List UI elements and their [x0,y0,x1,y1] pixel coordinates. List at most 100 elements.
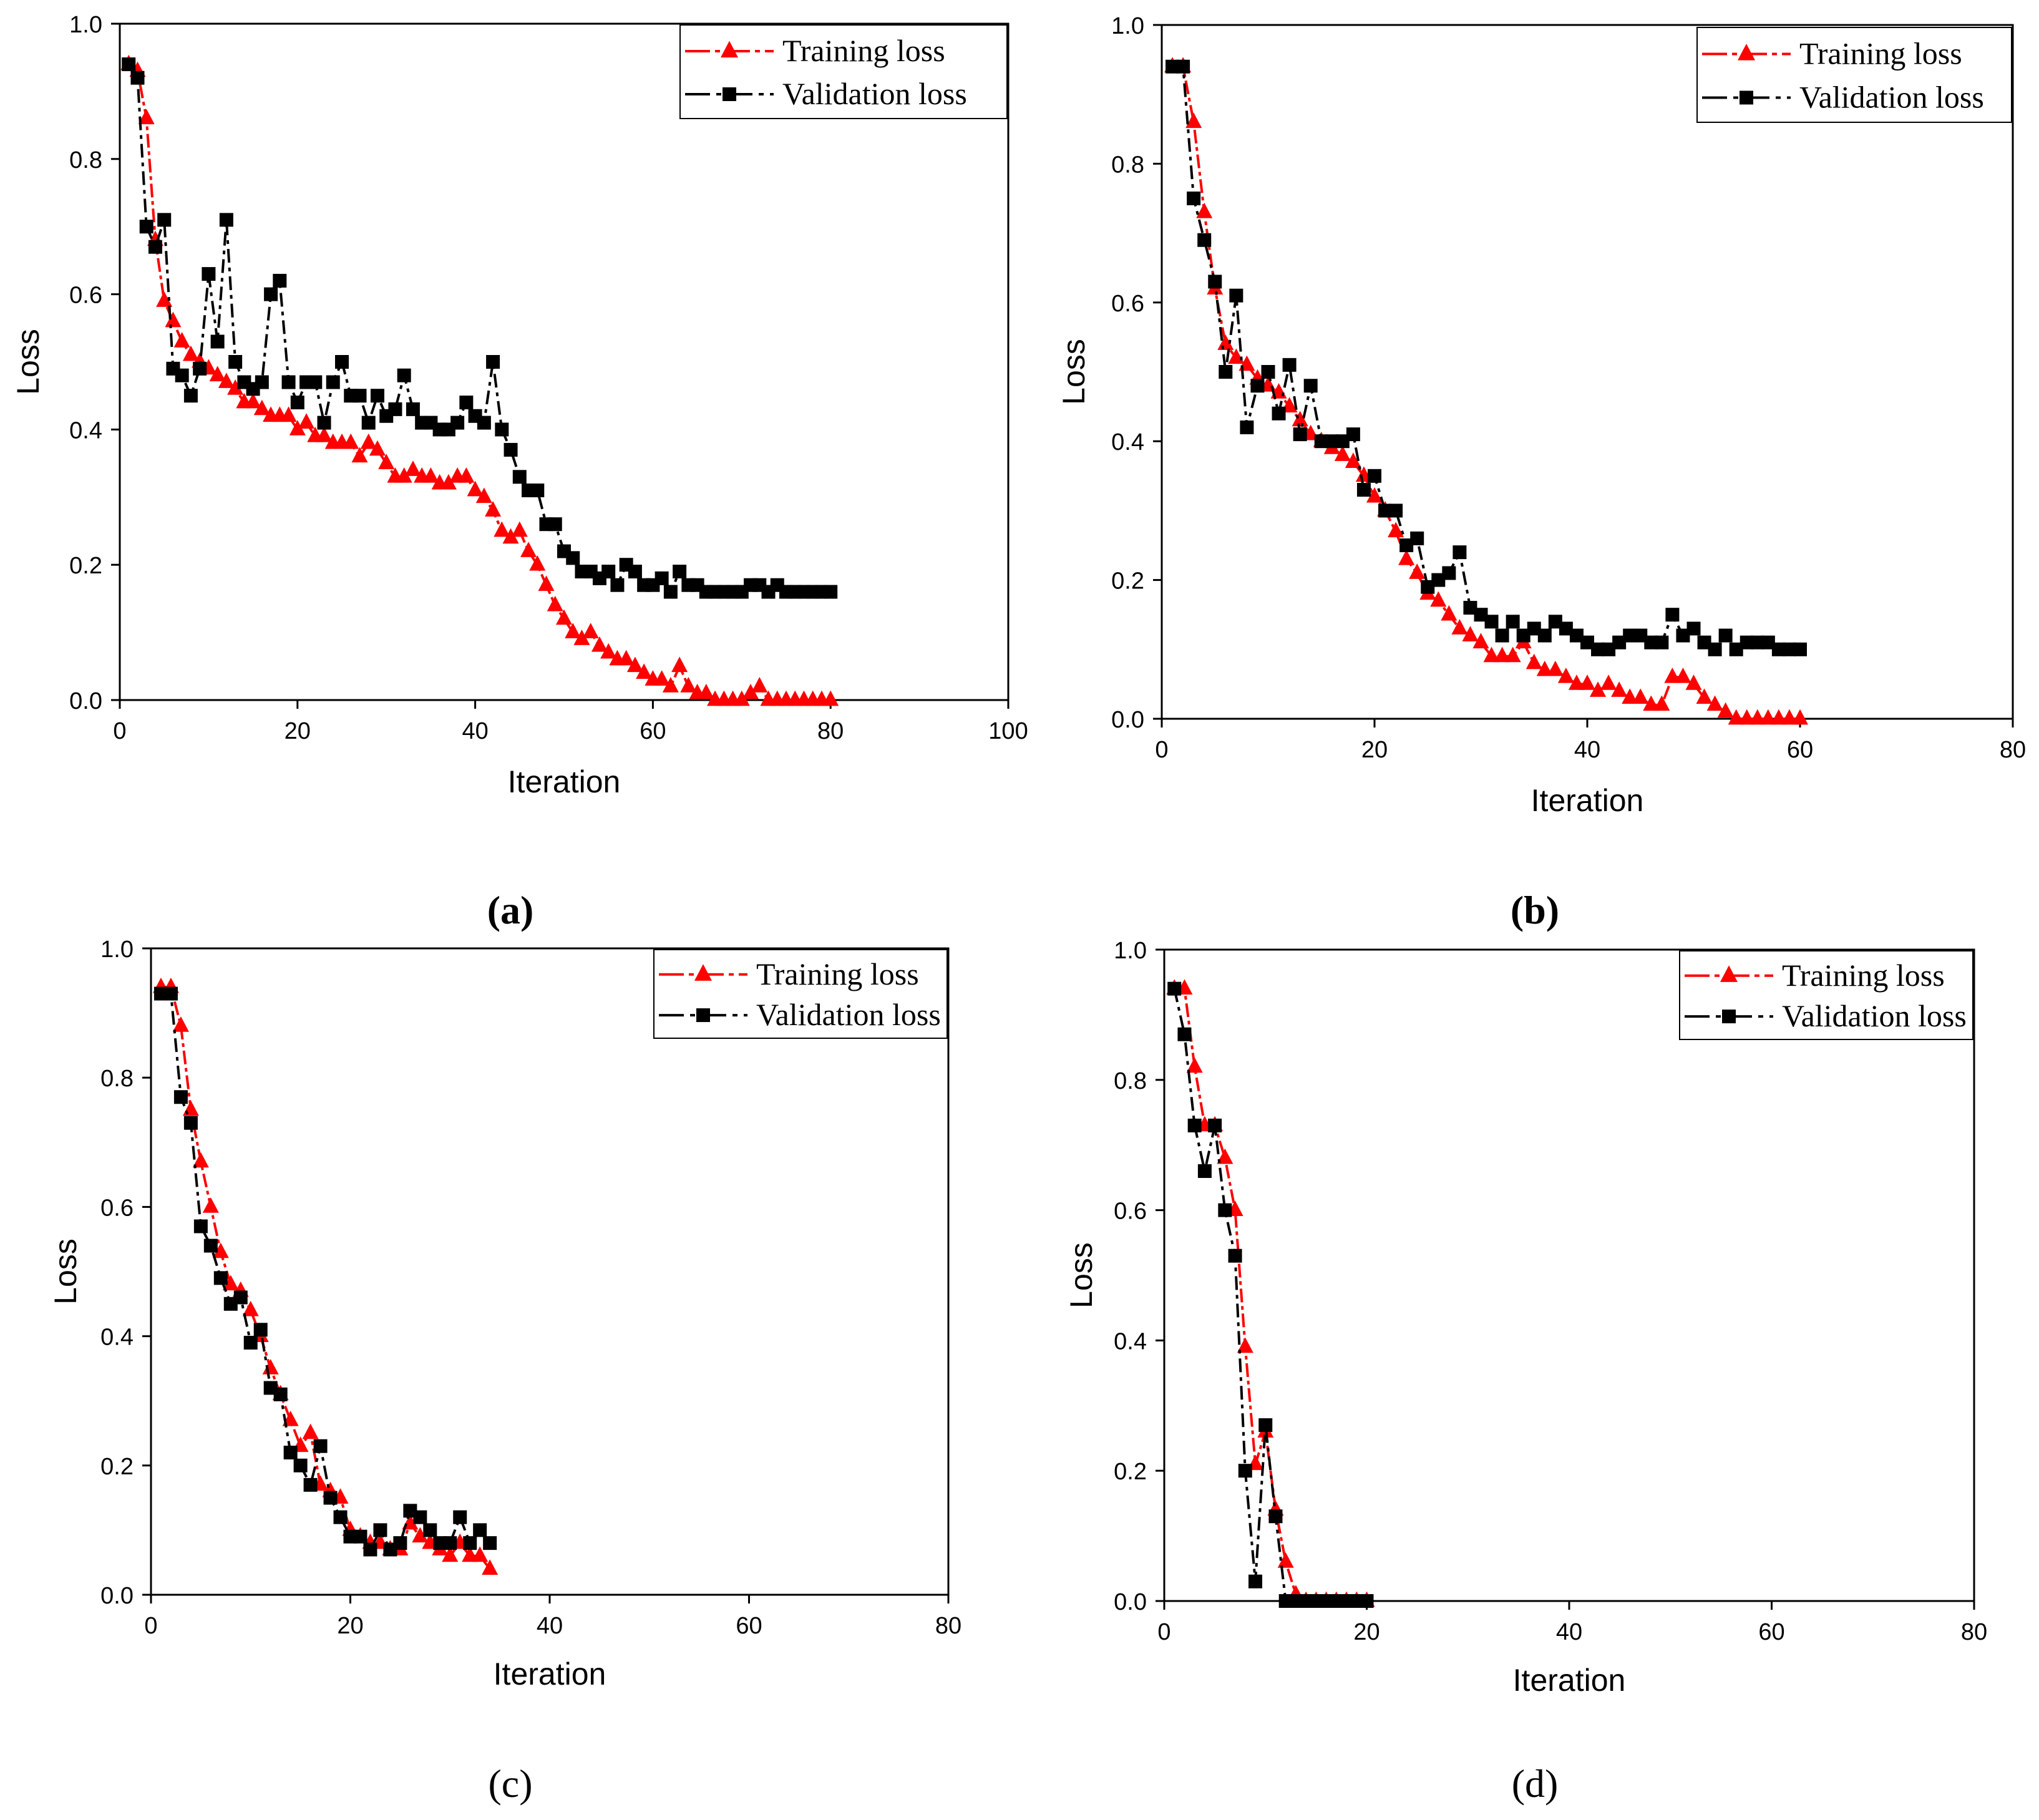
training-loss-point [1504,646,1521,663]
training-loss-point [1568,674,1585,690]
legend: Training loss Validation loss [679,24,1008,119]
x-tick-label: 40 [462,718,488,744]
validation-loss-point [370,389,384,403]
training-loss-point [1685,674,1702,690]
training-loss-point [440,474,457,490]
y-tick-label: 0.8 [69,147,102,173]
training-loss-point [485,501,502,517]
validation-loss-point [1750,635,1764,650]
training-loss-point [1781,709,1798,725]
validation-loss-point [1474,608,1488,622]
training-loss-point [1472,633,1489,649]
training-loss-point [671,656,688,673]
validation-loss-point [1782,642,1796,656]
training-loss-point [1409,563,1426,579]
legend: Training loss Validation loss [653,949,948,1039]
validation-loss-line [127,63,831,595]
training-loss-point [600,643,617,659]
panel-label-b: (b) [1511,888,1559,932]
validation-loss-point [1399,538,1414,552]
training-loss-point [245,392,261,409]
legend-triangle-icon [1738,44,1755,61]
validation-loss-point [1665,608,1680,622]
legend-box [1696,27,2012,123]
legend-training-label: Training loss [782,33,945,68]
validation-loss-point [1771,642,1786,656]
validation-loss-point [1208,275,1222,289]
validation-loss-point [1368,469,1381,483]
validation-loss-point [423,1523,437,1537]
x-tick-label: 60 [640,718,666,744]
validation-loss-point [459,396,474,410]
training-loss-point [1441,605,1457,621]
validation-loss-point [824,585,838,599]
training-loss-point [1366,487,1383,503]
validation-loss-point [1442,566,1456,580]
validation-loss-point [283,1446,298,1460]
validation-loss-point [1261,365,1275,379]
training-loss-point [733,690,750,706]
training-loss-point [662,677,679,693]
validation-loss-point [1197,233,1212,247]
training-loss-point [1611,681,1628,697]
validation-loss-point [1793,642,1807,656]
validation-loss-point [1187,1118,1202,1132]
training-loss-point [1770,709,1787,725]
training-loss-point [218,372,235,388]
validation-loss-point [483,1536,497,1550]
validation-loss-point [353,389,367,403]
training-loss-point [1600,674,1617,690]
training-loss-point [1749,709,1766,725]
validation-loss-point [1697,635,1711,650]
legend-validation-label: Validation loss [1799,79,1984,114]
validation-loss-point [193,361,207,376]
training-loss-point [202,1197,219,1213]
validation-loss-point [477,416,491,430]
validation-loss-line [160,992,491,1552]
training-loss-point [502,528,519,544]
validation-loss-point [673,565,687,579]
y-tick-label: 0.2 [1111,568,1144,595]
x-axis-title: Iteration [1531,783,1644,818]
validation-loss-point [1761,635,1775,650]
validation-loss-point [1548,615,1562,629]
training-loss-line [160,986,491,1570]
training-loss-point [822,690,839,706]
validation-loss-point [1612,635,1627,650]
x-tick-label: 20 [285,718,311,744]
y-tick-label: 0.2 [1114,1459,1147,1485]
training-loss-point [1547,660,1564,676]
validation-loss-point [202,267,216,281]
training-loss-point [378,454,395,469]
training-loss-point [209,366,226,382]
validation-loss-point [512,470,527,484]
validation-loss-point [473,1523,487,1537]
training-loss-point [1738,709,1755,725]
validation-loss-point [228,355,243,369]
training-loss-point [298,413,315,429]
validation-loss-point [290,396,304,410]
validation-loss-point [463,1536,477,1550]
plot-frame [119,22,1010,701]
training-loss-point [1494,646,1511,663]
training-loss-point [556,609,572,625]
training-loss-point [227,379,244,395]
validation-loss-point [1484,615,1499,629]
training-loss-point [1526,653,1542,669]
y-tick-label: 0.0 [100,1583,134,1609]
x-tick-label: 60 [1787,737,1813,763]
x-tick-label: 80 [2000,737,2026,763]
panel-label-d: (d) [1512,1761,1559,1806]
y-tick-label: 0.0 [69,688,102,714]
legend-training-label: Training loss [756,956,919,991]
training-loss-point [1277,1552,1294,1568]
training-loss-point [1675,667,1691,683]
validation-loss-point [1176,59,1190,74]
training-loss-point [1590,681,1607,697]
training-loss-series [152,977,499,1575]
training-loss-point [511,521,528,537]
x-tick-label: 80 [1961,1619,1987,1645]
x-axis-title: Iteration [508,764,621,799]
validation-loss-point [1360,1594,1374,1608]
legend-validation-label: Validation loss [782,76,967,111]
